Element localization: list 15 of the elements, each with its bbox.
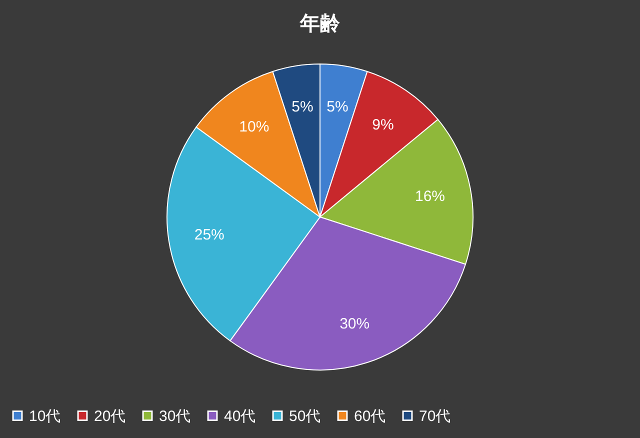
data-label: 16% [415,188,446,206]
data-label: 30% [340,316,370,333]
data-label: 5% [292,98,314,116]
data-label: 10% [239,118,270,136]
legend-label: 60代 [354,408,386,425]
chart-title: 年齢 [299,13,341,35]
data-label: 25% [194,226,224,244]
legend-label: 20代 [94,408,126,425]
legend-label: 70代 [419,408,451,425]
legend-label: 40代 [224,408,256,425]
legend-label: 10代 [29,408,61,425]
data-label: 5% [326,98,348,116]
legend-label: 30代 [159,408,191,425]
data-label: 9% [372,116,394,134]
legend-label: 50代 [289,408,321,425]
